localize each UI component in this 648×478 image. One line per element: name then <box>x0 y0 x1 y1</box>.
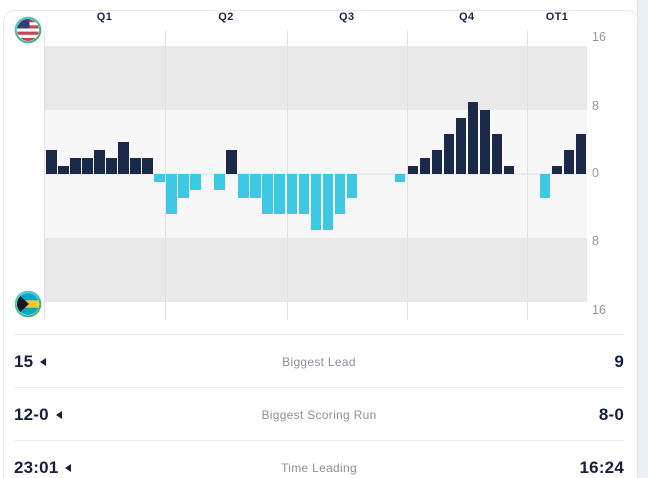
page-background-strip <box>637 0 648 478</box>
y-axis-tick: 8 <box>592 99 599 113</box>
period-gridline <box>527 30 528 320</box>
lower-outer-band <box>44 238 587 302</box>
period-label-q4: Q4 <box>459 11 475 23</box>
lead-bar <box>178 174 189 198</box>
period-gridline <box>44 30 45 320</box>
lead-bar <box>238 174 249 198</box>
lead-tracker-chart: Q1 Q2 Q3 Q4 OT1 16 8 0 8 16 <box>44 11 606 320</box>
stat-row-time-leading: 23:01 Time Leading 16:24 <box>14 440 624 478</box>
lead-bar <box>262 174 273 214</box>
y-axis-tick: 0 <box>592 166 599 180</box>
period-label-ot1: OT1 <box>545 11 569 23</box>
lead-bar <box>455 118 466 174</box>
stat-label: Biggest Scoring Run <box>261 407 377 422</box>
lead-bar <box>118 142 129 174</box>
lead-bar <box>431 150 442 174</box>
bahamas-flag-icon <box>14 290 42 318</box>
lead-bar <box>142 158 153 174</box>
usa-flag-icon <box>14 16 42 44</box>
stat-left-value: 12-0 <box>14 404 49 424</box>
lead-bar <box>443 134 454 174</box>
lead-bar <box>94 150 105 174</box>
lead-bar <box>491 134 502 174</box>
lead-bar <box>334 174 345 214</box>
lead-bar <box>130 158 141 174</box>
lead-bar <box>58 166 69 174</box>
lead-bar <box>166 174 177 214</box>
lead-bar <box>551 166 562 174</box>
lead-bar <box>563 150 574 174</box>
lead-bar <box>154 174 165 182</box>
period-label-q2: Q2 <box>218 11 234 23</box>
stat-left-value: 15 <box>14 351 34 371</box>
left-triangle-icon <box>65 463 72 472</box>
lead-bar <box>539 174 550 198</box>
y-axis-tick: 16 <box>592 303 606 317</box>
left-triangle-icon <box>40 357 47 366</box>
lead-bar <box>322 174 333 230</box>
stat-right-value: 8-0 <box>598 404 624 424</box>
stat-label: Time Leading <box>281 460 357 475</box>
lead-bar <box>82 158 93 174</box>
lead-bar <box>298 174 309 214</box>
lead-bar <box>250 174 261 198</box>
stat-left-value: 23:01 <box>14 457 59 477</box>
lead-bar <box>479 110 490 174</box>
lead-bar <box>575 134 586 174</box>
left-triangle-icon <box>55 410 62 419</box>
lead-bar <box>407 166 418 174</box>
lead-bar <box>106 158 117 174</box>
lead-bar <box>419 158 430 174</box>
lead-bar <box>70 158 81 174</box>
period-gridline <box>406 30 408 320</box>
y-axis-tick: 16 <box>592 30 606 44</box>
lead-bar <box>286 174 297 214</box>
stat-row-biggest-scoring-run: 12-0 Biggest Scoring Run 8-0 <box>14 387 624 441</box>
lead-bar <box>46 150 57 174</box>
stat-right-value: 16:24 <box>579 457 624 477</box>
lead-bar <box>190 174 201 190</box>
stat-row-biggest-lead: 15 Biggest Lead 9 <box>14 334 624 388</box>
lead-bar <box>503 166 514 174</box>
stat-label: Biggest Lead <box>282 354 356 369</box>
lead-bar <box>310 174 321 230</box>
lead-bar <box>346 174 357 198</box>
period-gridline <box>165 30 166 320</box>
upper-outer-band <box>44 46 587 110</box>
lead-bar <box>226 150 237 174</box>
period-label-q1: Q1 <box>96 11 113 23</box>
lead-bar <box>467 102 478 174</box>
stat-right-value: 9 <box>614 351 624 371</box>
lead-bar <box>214 174 225 190</box>
lead-bar <box>394 174 405 182</box>
lead-bar <box>274 174 285 214</box>
y-axis-tick: 8 <box>592 234 599 248</box>
period-label-q3: Q3 <box>339 11 355 23</box>
